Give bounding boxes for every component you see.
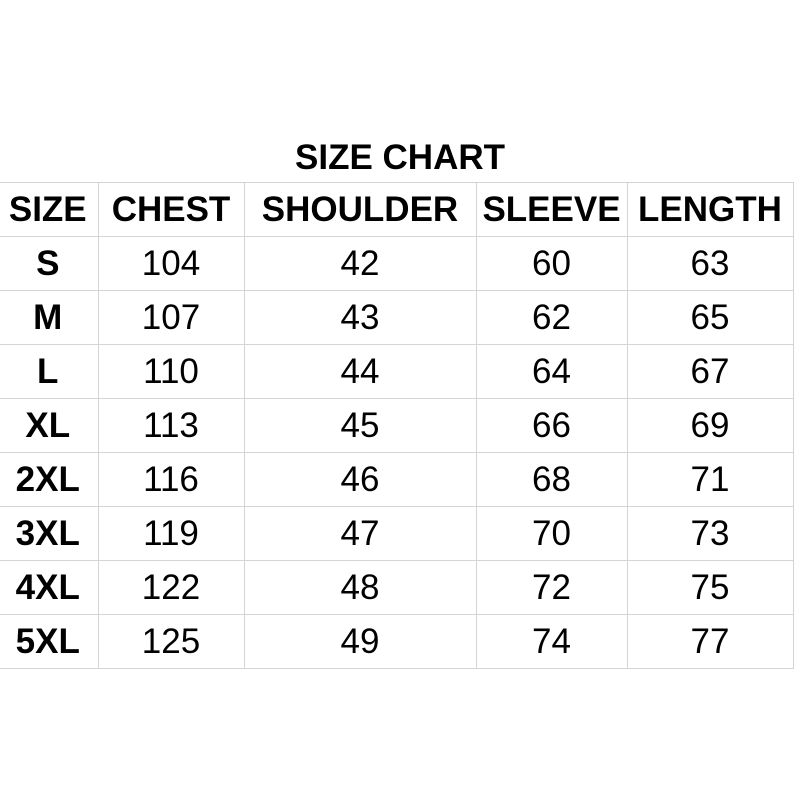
measurement-cell: 62	[475, 290, 628, 345]
table-row: L 110 44 64 67	[0, 344, 794, 399]
size-cell: XL	[0, 398, 99, 453]
measurement-cell: 44	[243, 344, 477, 399]
size-cell: 5XL	[0, 614, 99, 669]
table-row: 4XL 122 48 72 75	[0, 560, 794, 615]
measurement-cell: 48	[243, 560, 477, 615]
column-header: LENGTH	[626, 182, 794, 237]
measurement-cell: 45	[243, 398, 477, 453]
measurement-cell: 68	[475, 452, 628, 507]
table-row: S 104 42 60 63	[0, 236, 794, 291]
measurement-cell: 63	[626, 236, 794, 291]
column-header: CHEST	[97, 182, 245, 237]
size-cell: M	[0, 290, 99, 345]
measurement-cell: 49	[243, 614, 477, 669]
measurement-cell: 42	[243, 236, 477, 291]
measurement-cell: 113	[97, 398, 245, 453]
size-cell: L	[0, 344, 99, 399]
measurement-cell: 73	[626, 506, 794, 561]
measurement-cell: 70	[475, 506, 628, 561]
column-header: SHOULDER	[243, 182, 477, 237]
table-row: XL 113 45 66 69	[0, 398, 794, 453]
page-title: SIZE CHART	[295, 138, 505, 177]
measurement-cell: 77	[626, 614, 794, 669]
measurement-cell: 71	[626, 452, 794, 507]
size-cell: S	[0, 236, 99, 291]
measurement-cell: 116	[97, 452, 245, 507]
measurement-cell: 110	[97, 344, 245, 399]
measurement-cell: 43	[243, 290, 477, 345]
size-chart-table: SIZE CHEST SHOULDER SLEEVE LENGTH S 104 42 60 63…	[0, 182, 794, 669]
size-cell: 2XL	[0, 452, 99, 507]
measurement-cell: 74	[475, 614, 628, 669]
size-cell: 4XL	[0, 560, 99, 615]
measurement-cell: 64	[475, 344, 628, 399]
measurement-cell: 65	[626, 290, 794, 345]
measurement-cell: 60	[475, 236, 628, 291]
measurement-cell: 66	[475, 398, 628, 453]
measurement-cell: 72	[475, 560, 628, 615]
measurement-cell: 104	[97, 236, 245, 291]
measurement-cell: 122	[97, 560, 245, 615]
column-header: SLEEVE	[475, 182, 628, 237]
measurement-cell: 46	[243, 452, 477, 507]
header-row: SIZE CHEST SHOULDER SLEEVE LENGTH	[0, 182, 794, 237]
measurement-cell: 119	[97, 506, 245, 561]
measurement-cell: 67	[626, 344, 794, 399]
table-row: 5XL 125 49 74 77	[0, 614, 794, 669]
measurement-cell: 47	[243, 506, 477, 561]
table-row: 2XL 116 46 68 71	[0, 452, 794, 507]
measurement-cell: 69	[626, 398, 794, 453]
table-row: 3XL 119 47 70 73	[0, 506, 794, 561]
measurement-cell: 75	[626, 560, 794, 615]
size-cell: 3XL	[0, 506, 99, 561]
table-row: M 107 43 62 65	[0, 290, 794, 345]
measurement-cell: 125	[97, 614, 245, 669]
measurement-cell: 107	[97, 290, 245, 345]
column-header: SIZE	[0, 182, 99, 237]
